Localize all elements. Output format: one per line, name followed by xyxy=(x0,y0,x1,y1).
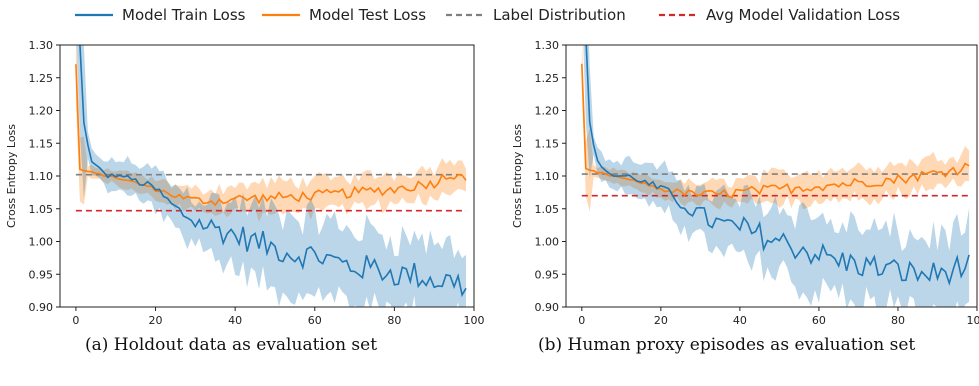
plot-area xyxy=(75,45,467,307)
y-tick-label: 1.10 xyxy=(29,170,54,183)
x-tick-label: 60 xyxy=(308,314,322,327)
x-tick-label: 40 xyxy=(733,314,747,327)
y-tick-label: 1.00 xyxy=(535,236,560,249)
y-tick-label: 1.15 xyxy=(535,137,560,150)
legend: Model Train Loss Model Test Loss Label Dis… xyxy=(75,6,900,24)
y-tick-label: 1.05 xyxy=(29,203,54,216)
y-tick-label: 1.05 xyxy=(535,203,560,216)
y-tick-label: 1.20 xyxy=(535,105,560,118)
chart-panel: 0.90 0.95 1.00 1.05 1.10 1.15 1.20 1.25 1.30 0 20 4… xyxy=(5,39,485,330)
legend-label: Avg Model Validation Loss xyxy=(706,6,900,24)
y-tick-label: 1.00 xyxy=(29,236,54,249)
y-axis-label: Cross Entropy Loss xyxy=(5,124,18,228)
y-tick-label: 1.25 xyxy=(29,72,54,85)
train-loss-line xyxy=(585,45,970,286)
chart-panel: 0.90 0.95 1.00 1.05 1.10 1.15 1.20 1.25 1.30 0 20 4… xyxy=(511,39,979,330)
y-tick-label: 1.20 xyxy=(29,105,54,118)
x-tick-label: 100 xyxy=(967,314,979,327)
y-tick-label: 1.30 xyxy=(29,39,54,52)
test-loss-band xyxy=(75,45,466,222)
y-tick-label: 0.95 xyxy=(535,268,560,281)
x-tick-label: 0 xyxy=(72,314,79,327)
x-tick-label: 20 xyxy=(149,314,163,327)
train-loss-band xyxy=(76,45,466,307)
x-tick-label: 0 xyxy=(578,314,585,327)
y-tick-label: 1.15 xyxy=(29,137,54,150)
plot-area xyxy=(581,45,970,307)
train-loss-band xyxy=(583,45,970,307)
x-tick-label: 60 xyxy=(812,314,826,327)
legend-item: Avg Model Validation Loss xyxy=(659,6,900,24)
legend-label: Label Distribution xyxy=(493,6,626,24)
figure: 0.90 0.95 1.00 1.05 1.10 1.15 1.20 1.25 1.30 0 20 4… xyxy=(5,39,979,330)
y-tick-label: 0.90 xyxy=(29,301,54,314)
x-axis-label: Epoch xyxy=(250,329,284,330)
y-tick-label: 0.95 xyxy=(29,268,54,281)
y-tick-label: 1.10 xyxy=(535,170,560,183)
caption-a: (a) Holdout data as evaluation set xyxy=(85,335,378,355)
caption-b: (b) Human proxy episodes as evaluation s… xyxy=(538,335,916,355)
y-tick-label: 1.25 xyxy=(535,72,560,85)
x-tick-label: 20 xyxy=(654,314,668,327)
x-tick-label: 80 xyxy=(387,314,401,327)
x-tick-label: 80 xyxy=(891,314,905,327)
legend-label: Model Test Loss xyxy=(309,6,426,24)
legend-item: Label Distribution xyxy=(446,6,626,24)
legend-item: Model Train Loss xyxy=(75,6,246,24)
x-tick-label: 40 xyxy=(228,314,242,327)
y-tick-label: 1.30 xyxy=(535,39,560,52)
y-axis-label: Cross Entropy Loss xyxy=(511,124,524,228)
train-loss-line xyxy=(79,45,467,298)
test-loss-band xyxy=(581,45,970,212)
test-loss-line xyxy=(581,63,970,199)
x-axis-label: Epoch xyxy=(755,329,789,330)
y-tick-label: 0.90 xyxy=(535,301,560,314)
legend-item: Model Test Loss xyxy=(262,6,426,24)
legend-label: Model Train Loss xyxy=(122,6,246,24)
x-tick-label: 100 xyxy=(464,314,485,327)
